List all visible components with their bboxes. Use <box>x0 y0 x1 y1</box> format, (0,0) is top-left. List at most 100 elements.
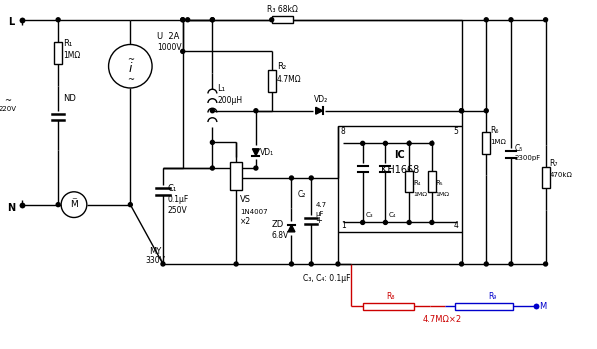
Circle shape <box>484 262 488 266</box>
Bar <box>362 303 414 311</box>
Circle shape <box>128 203 133 207</box>
Circle shape <box>460 109 463 113</box>
Circle shape <box>210 109 214 113</box>
Text: 2300pF: 2300pF <box>515 155 541 161</box>
Text: C₅: C₅ <box>515 144 524 153</box>
Text: 330V: 330V <box>145 255 165 265</box>
Circle shape <box>210 140 214 144</box>
Text: ~: ~ <box>71 196 77 202</box>
Text: KH1668: KH1668 <box>381 165 419 175</box>
Text: μF: μF <box>315 210 324 216</box>
Bar <box>54 42 62 64</box>
Circle shape <box>544 262 547 266</box>
Text: ×2: ×2 <box>240 217 251 226</box>
Circle shape <box>186 18 190 22</box>
Text: 1MΩ: 1MΩ <box>490 139 506 146</box>
Circle shape <box>309 262 313 266</box>
Circle shape <box>210 18 214 22</box>
Circle shape <box>509 18 513 22</box>
Circle shape <box>56 203 60 207</box>
Text: 1000V: 1000V <box>157 43 181 52</box>
Text: 220V: 220V <box>0 106 17 112</box>
Text: 1MΩ: 1MΩ <box>436 192 450 197</box>
Text: R₉: R₉ <box>488 292 497 301</box>
Bar <box>428 171 436 192</box>
Bar <box>230 162 242 190</box>
Text: ~: ~ <box>127 75 134 84</box>
Text: 1: 1 <box>341 221 346 230</box>
Text: C₄: C₄ <box>389 211 396 217</box>
Text: +: + <box>315 216 322 225</box>
Circle shape <box>181 18 184 22</box>
Text: VD₁: VD₁ <box>260 148 274 157</box>
Circle shape <box>290 176 294 180</box>
Circle shape <box>56 18 60 22</box>
Bar <box>455 303 513 311</box>
Text: 1MΩ: 1MΩ <box>63 51 81 60</box>
Text: 1MΩ: 1MΩ <box>413 192 427 197</box>
Text: VS: VS <box>240 195 251 204</box>
Circle shape <box>210 18 214 22</box>
Circle shape <box>460 109 463 113</box>
Bar <box>338 126 461 232</box>
Circle shape <box>309 176 313 180</box>
Bar <box>541 166 550 188</box>
Text: 200μH: 200μH <box>217 96 242 105</box>
Text: 4: 4 <box>454 221 458 230</box>
Text: L: L <box>8 17 15 27</box>
Text: R₄: R₄ <box>413 180 421 186</box>
Text: N: N <box>8 203 16 213</box>
Text: R₂: R₂ <box>276 62 286 71</box>
Circle shape <box>254 109 258 113</box>
Polygon shape <box>288 225 295 232</box>
Circle shape <box>361 141 365 145</box>
Text: R₁: R₁ <box>63 39 72 48</box>
Text: 6.8V: 6.8V <box>272 231 289 240</box>
Text: M: M <box>538 302 546 311</box>
Circle shape <box>407 221 411 224</box>
Circle shape <box>210 166 214 170</box>
Circle shape <box>407 141 411 145</box>
Polygon shape <box>316 107 322 114</box>
Text: R₇: R₇ <box>550 159 558 168</box>
Text: 4.7MΩ×2: 4.7MΩ×2 <box>422 315 461 324</box>
Text: C₁: C₁ <box>168 184 177 193</box>
Text: R₅: R₅ <box>436 180 444 186</box>
Circle shape <box>430 141 434 145</box>
Circle shape <box>460 262 463 266</box>
Circle shape <box>290 262 294 266</box>
Text: C₃: C₃ <box>365 211 373 217</box>
Text: R₆: R₆ <box>490 126 498 135</box>
Text: 1N4007: 1N4007 <box>240 209 267 215</box>
Bar <box>405 171 413 192</box>
Text: C₃, C₄: 0.1μF: C₃, C₄: 0.1μF <box>303 274 351 283</box>
Circle shape <box>270 18 273 22</box>
Text: 0.1μF: 0.1μF <box>168 195 189 204</box>
Text: ~: ~ <box>4 96 11 105</box>
Text: 250V: 250V <box>168 206 187 215</box>
Text: 5: 5 <box>454 127 458 136</box>
Circle shape <box>484 109 488 113</box>
Text: MY: MY <box>149 247 161 255</box>
Bar <box>268 70 276 92</box>
Bar <box>482 132 490 154</box>
Text: IC: IC <box>395 150 405 160</box>
Bar <box>272 16 294 23</box>
Circle shape <box>383 221 387 224</box>
Circle shape <box>181 50 184 53</box>
Text: C₂: C₂ <box>297 190 306 199</box>
Text: L₁: L₁ <box>217 84 225 94</box>
Text: 4.7MΩ: 4.7MΩ <box>276 75 301 84</box>
Text: R₃ 68kΩ: R₃ 68kΩ <box>267 5 298 14</box>
Text: M: M <box>70 200 78 209</box>
Circle shape <box>336 262 340 266</box>
Circle shape <box>161 262 165 266</box>
Text: R₈: R₈ <box>386 292 395 301</box>
Circle shape <box>361 221 365 224</box>
Text: 470kΩ: 470kΩ <box>550 172 573 178</box>
Text: 4.7: 4.7 <box>315 202 327 208</box>
Text: i: i <box>128 62 132 75</box>
Circle shape <box>181 18 184 22</box>
Circle shape <box>430 221 434 224</box>
Polygon shape <box>253 149 259 156</box>
